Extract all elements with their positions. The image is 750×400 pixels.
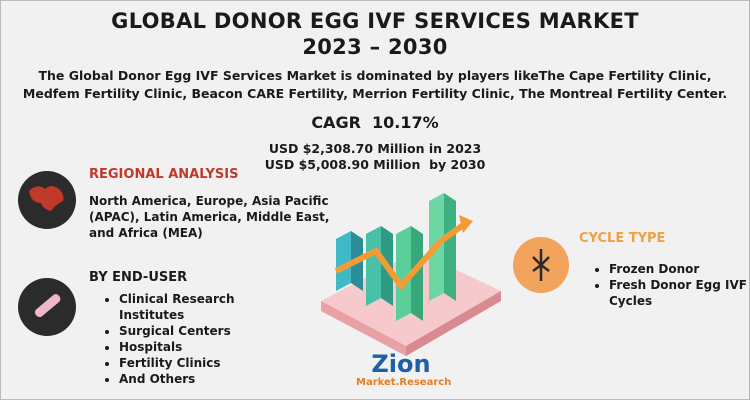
list-item: Clinical Research Institutes (119, 291, 279, 323)
logo-tagline: Market.Research (356, 377, 452, 388)
value-2023: USD $2,308.70 Million in 2023 (268, 141, 482, 156)
map-shape (29, 186, 64, 211)
logo: Zion Market.Research (356, 350, 452, 388)
snow-shape (532, 249, 550, 281)
title: 2023 – 2030 (302, 35, 448, 59)
cagr-label: CAGR (311, 113, 361, 132)
cagr-value: 10.17% (372, 113, 439, 132)
cagr: CAGR 10.17% (1, 113, 749, 132)
list-item: And Others (119, 371, 279, 387)
tube-shape (34, 294, 61, 318)
logo-name: Zion (371, 350, 431, 378)
value-2030: USD $5,008.90 Million by 2030 (264, 157, 486, 172)
regional-heading: REGIONAL ANALYSIS (89, 167, 239, 182)
list-item: Fresh Donor Egg IVF Cycles (609, 277, 749, 309)
regional-text: North America, Europe, Asia Pacific (APA… (89, 194, 330, 240)
list-item: Hospitals (119, 339, 279, 355)
enduser-list: Clinical Research InstitutesSurgical Cen… (101, 291, 279, 387)
description: The Global Donor Egg IVF Services Market… (22, 68, 728, 101)
list-item: Fertility Clinics (119, 355, 279, 371)
cycle-heading: CYCLE TYPE (579, 231, 666, 246)
bar-illustration (321, 193, 501, 356)
title: GLOBAL DONOR EGG IVF SERVICES MARKET (111, 9, 639, 33)
cycle-list: Frozen DonorFresh Donor Egg IVF Cycles (591, 261, 749, 309)
enduser-heading: BY END-USER (89, 270, 188, 285)
list-item: Surgical Centers (119, 323, 279, 339)
list-item: Frozen Donor (609, 261, 749, 277)
